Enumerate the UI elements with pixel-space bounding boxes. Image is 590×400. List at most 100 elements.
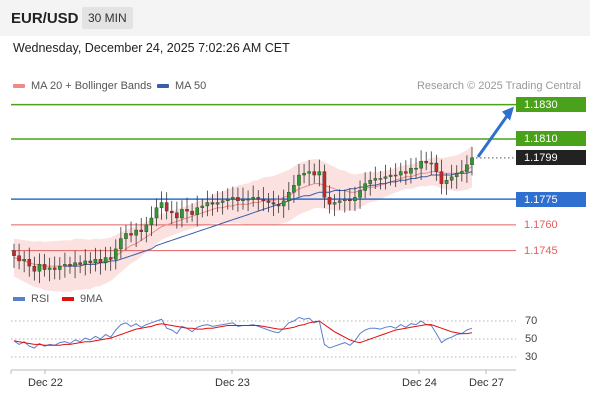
candle: [348, 188, 352, 211]
candle: [119, 227, 123, 259]
candle: [256, 190, 261, 211]
ma9-label: 9MA: [80, 293, 103, 305]
candle: [327, 185, 332, 214]
candle: [129, 221, 133, 243]
ma50-label: MA 50: [175, 80, 207, 92]
rsi-tick-30: 30: [525, 351, 538, 363]
research-credit: Research © 2025 Trading Central: [416, 80, 581, 92]
rsi-tick-70: 70: [525, 315, 538, 327]
candle: [42, 253, 47, 277]
candle: [58, 257, 62, 280]
candle: [419, 150, 423, 180]
candle: [251, 185, 255, 207]
candle: [144, 216, 149, 243]
x-label-dec23: Dec 23: [215, 377, 250, 389]
target-arrow-head: [502, 106, 514, 121]
candle: [393, 163, 398, 188]
candle: [388, 167, 393, 186]
target-arrow-group: [476, 106, 514, 158]
legend-ma20: MA 20 + Bollinger Bands: [13, 80, 152, 92]
candle: [164, 192, 169, 220]
candle: [180, 200, 184, 228]
legend-rsi: RSI: [13, 293, 49, 305]
level-label-1-1745: 1.1745: [524, 245, 558, 258]
candle: [195, 195, 200, 227]
candle: [108, 246, 113, 271]
candle: [332, 194, 337, 217]
candle: [409, 158, 413, 184]
candle: [373, 166, 378, 189]
chart-datetime: Wednesday, December 24, 2025 7:02:26 AM …: [13, 41, 290, 55]
candle: [358, 180, 362, 209]
x-label-dec24: Dec 24: [402, 377, 437, 389]
level-label-1-1775: 1.1775: [516, 191, 586, 207]
x-label-dec22: Dec 22: [28, 377, 63, 389]
candle: [287, 182, 291, 211]
candle: [449, 164, 454, 189]
candle: [220, 191, 225, 215]
candle: [363, 172, 367, 199]
candle: [302, 164, 306, 184]
candle: [276, 195, 281, 214]
candle: [241, 187, 245, 210]
candle: [312, 163, 317, 184]
ma20-label: MA 20 + Bollinger Bands: [31, 80, 152, 92]
candle: [271, 190, 276, 217]
candle: [154, 198, 159, 227]
rsi-swatch: [13, 297, 25, 302]
candle: [190, 203, 194, 222]
candle: [292, 174, 296, 203]
candle: [83, 249, 88, 276]
candle: [215, 191, 220, 212]
candle: [444, 173, 449, 195]
candle: [342, 189, 347, 213]
candle: [424, 151, 429, 171]
rsi-line: [13, 316, 473, 349]
candle: [307, 159, 311, 186]
candle: [27, 247, 32, 277]
candle: [32, 256, 37, 281]
level-label-1-1810: 1.1810: [516, 131, 586, 147]
candle: [78, 255, 82, 274]
ma9-swatch: [62, 297, 74, 302]
candle: [470, 146, 474, 176]
candle: [17, 243, 21, 270]
candle: [337, 189, 342, 210]
candle: [205, 190, 210, 217]
legend-ma50: MA 50: [157, 80, 206, 92]
candle: [465, 155, 469, 183]
timeframe-badge[interactable]: 30 MIN: [82, 7, 133, 29]
candle: [429, 151, 434, 175]
candle: [281, 189, 286, 218]
rsi-9ma-line: [13, 320, 473, 346]
level-label-1-1830: 1.1830: [516, 97, 586, 113]
candle: [200, 198, 205, 218]
bollinger-band: [14, 145, 472, 292]
candle: [175, 201, 179, 229]
candle: [149, 206, 154, 237]
candle: [225, 188, 230, 210]
candle: [231, 186, 235, 211]
ma50-swatch: [157, 84, 169, 89]
candle: [378, 170, 383, 190]
bollinger-band-group: [14, 145, 472, 292]
candle: [98, 249, 103, 275]
candle: [88, 252, 93, 274]
candle: [68, 256, 72, 274]
candle: [434, 154, 439, 181]
symbol-title: EUR/USD: [11, 10, 79, 27]
chart-header: EUR/USD 30 MIN: [0, 0, 590, 36]
candle: [159, 191, 164, 220]
candle: [169, 200, 174, 225]
legend-9ma: 9MA: [62, 293, 103, 305]
candle: [134, 222, 138, 248]
rsi-panel: [11, 316, 516, 358]
candle: [103, 246, 108, 271]
candle: [236, 187, 240, 212]
rsi-label: RSI: [31, 293, 50, 305]
candle: [317, 159, 322, 187]
ma20-swatch: [13, 84, 25, 89]
candle: [322, 164, 327, 208]
candle: [47, 257, 52, 282]
